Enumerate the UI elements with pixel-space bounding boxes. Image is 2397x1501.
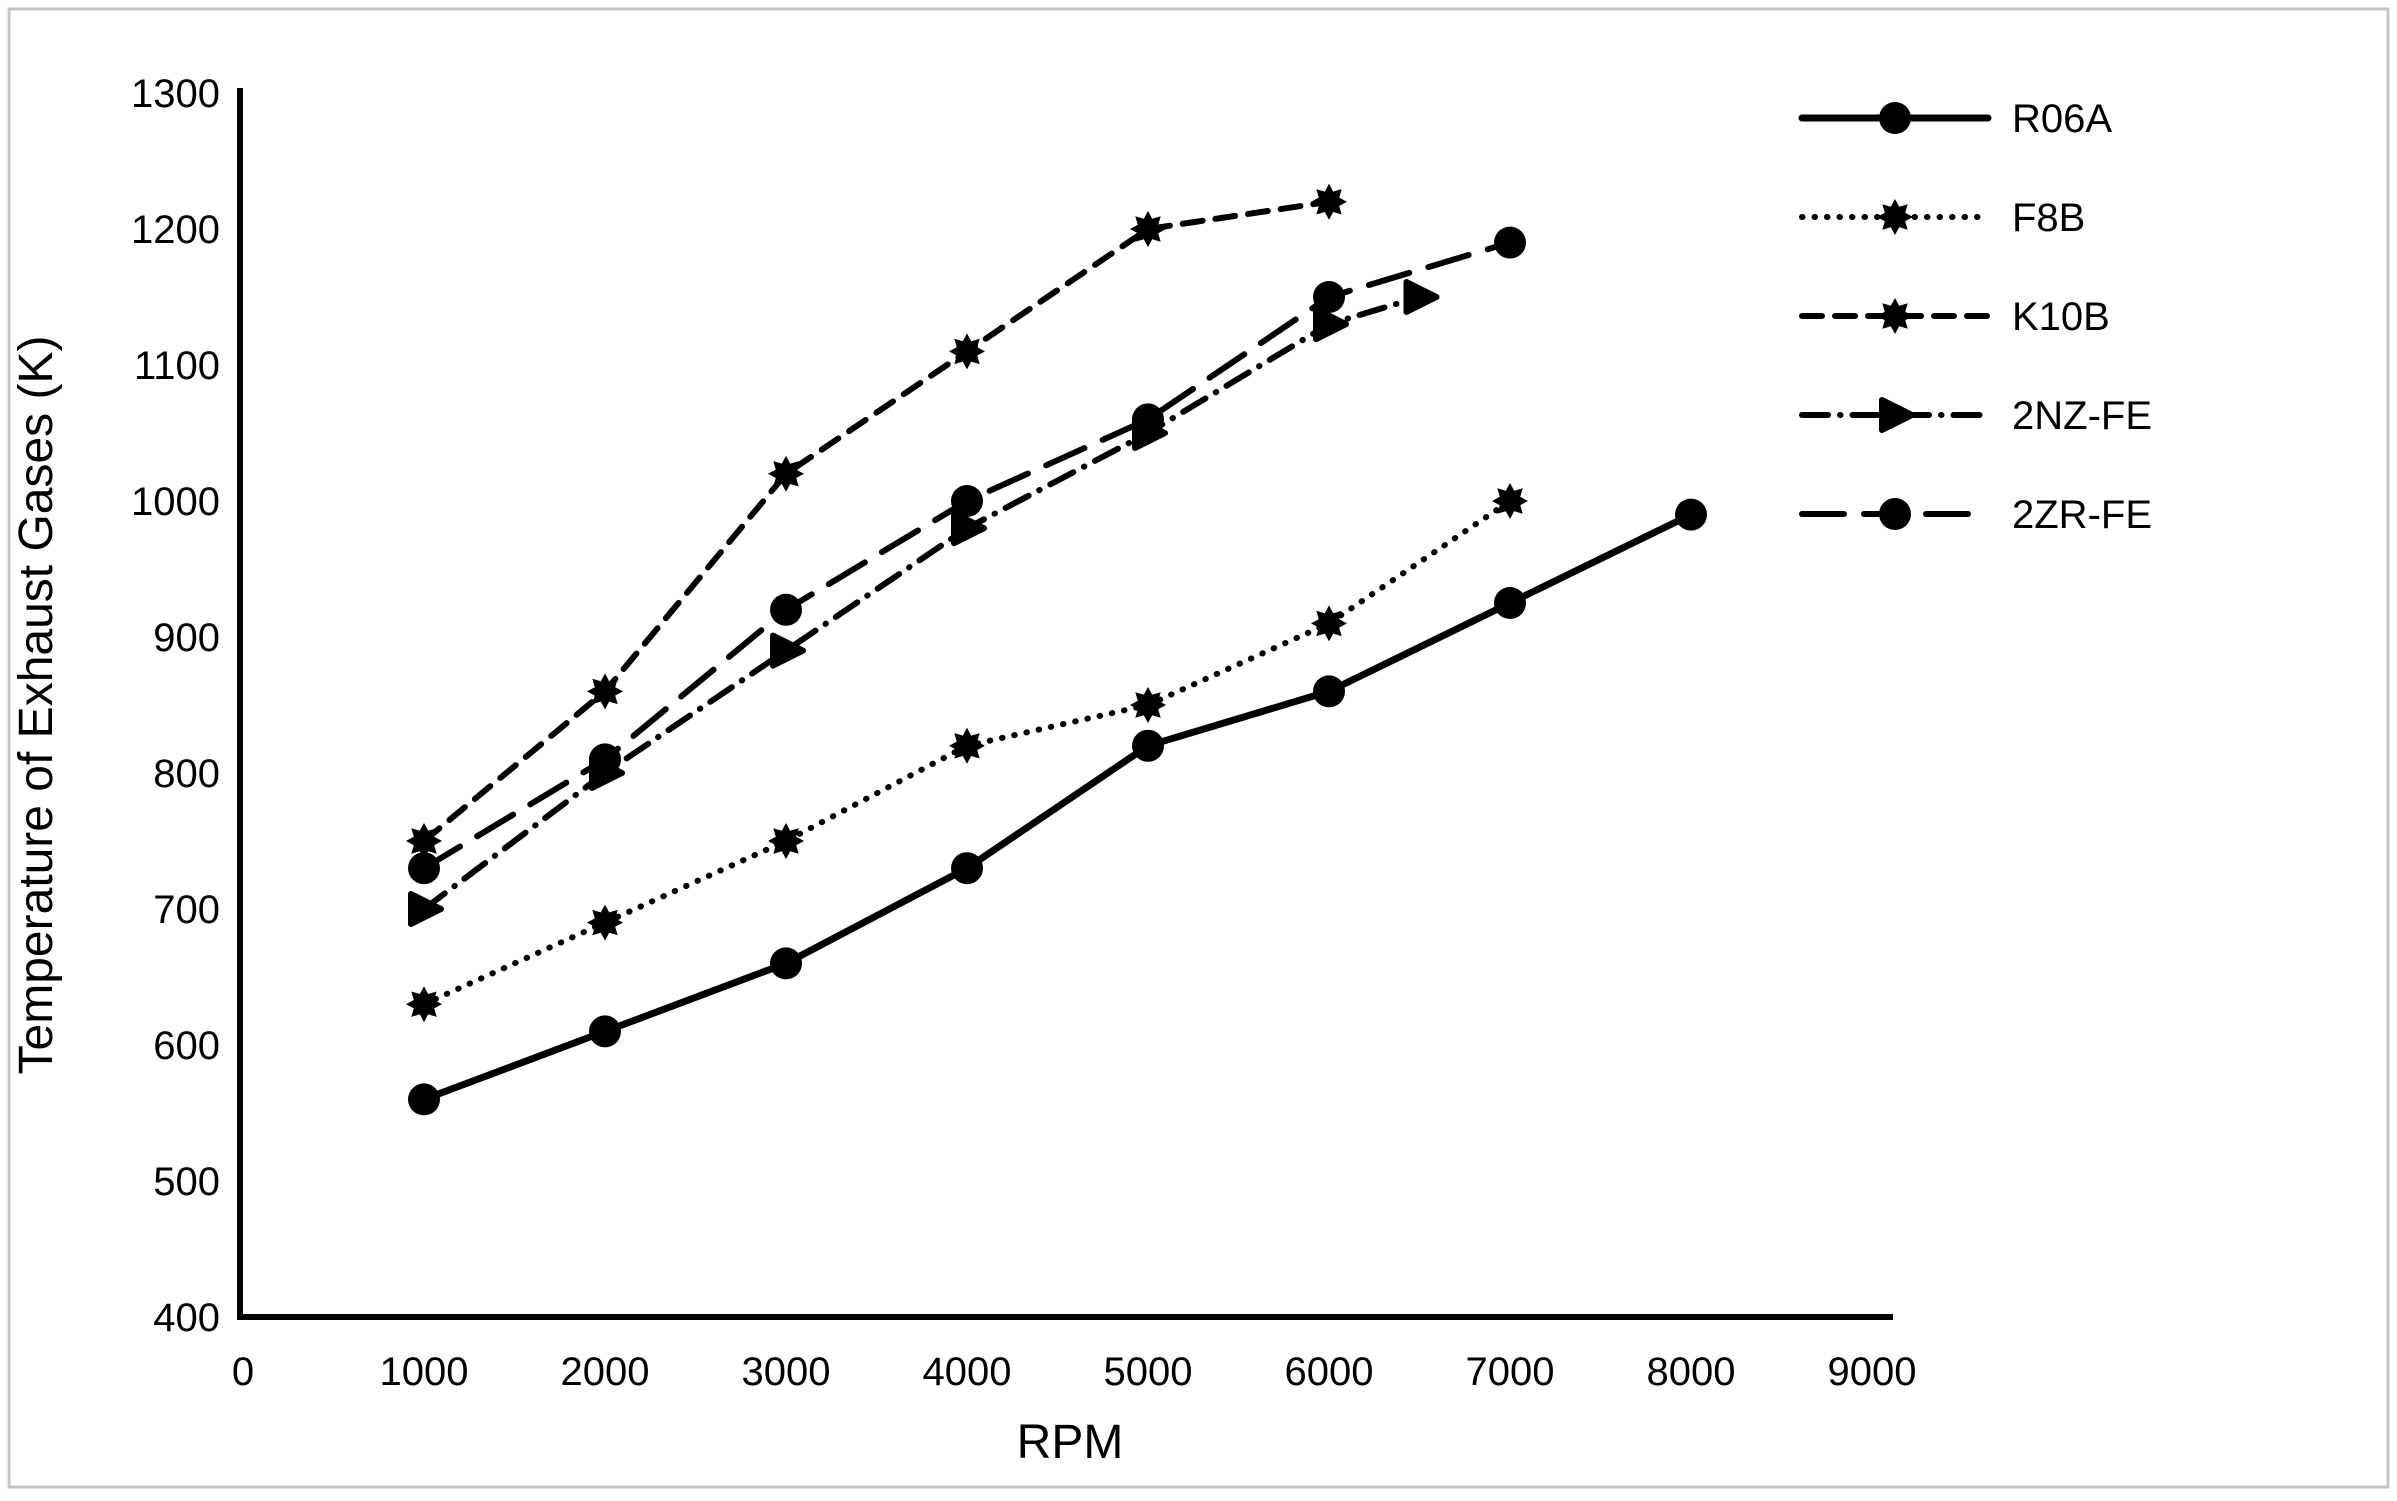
data-point-circle-marker [408,1083,440,1116]
x-tick-label: 2000 [561,1350,650,1394]
series-R06A [408,498,1707,1116]
data-point-triangle-marker [951,510,987,547]
legend-label: K10B [2012,295,2110,339]
data-point-triangle-marker [408,891,444,927]
y-tick-label: 600 [153,1024,220,1068]
data-point-star-marker [1877,298,1913,334]
x-tick-label: 9000 [1828,1350,1917,1394]
x-tick-label: 0 [232,1350,254,1394]
legend-item-R06A: R06A [1798,97,2112,141]
data-point-star-marker [1311,183,1347,220]
legend-label: R06A [2012,97,2112,141]
y-tick-label: 1200 [131,208,220,252]
data-point-circle-marker [1494,226,1526,259]
data-point-star-marker [406,823,442,859]
x-tick-label: 6000 [1285,1350,1374,1394]
data-point-triangle-marker [1313,306,1349,343]
y-tick-label: 400 [153,1296,220,1340]
series-layer [406,183,1707,1116]
x-axis-title: RPM [1017,1416,1124,1469]
x-tick-label: 7000 [1466,1350,1555,1394]
data-point-circle-marker [589,1015,621,1048]
y-tick-label: 1300 [131,72,220,116]
data-point-circle-marker [1675,498,1707,531]
series-line-R06A [420,511,1695,1103]
data-point-triangle-marker [1879,397,1915,433]
x-tick-label: 1000 [380,1350,469,1394]
data-point-circle-marker [770,593,802,626]
figure-border [7,7,2390,1489]
data-point-circle-marker [1132,403,1164,436]
y-tick-label: 900 [153,616,220,660]
series-line-2NZ-FE [421,294,1423,912]
y-tick-label: 700 [153,888,220,932]
series-2NZ-FE [408,279,1440,927]
data-point-circle-marker [1313,281,1345,313]
data-point-star-marker [406,986,442,1023]
x-tick-label: 4000 [923,1350,1012,1394]
series-F8B [406,483,1528,1023]
legend-item-2NZ-FE: 2NZ-FE [1799,394,2152,438]
legend-item-F8B: F8B [1799,196,2085,240]
data-point-star-marker [1492,483,1528,519]
data-point-triangle-marker [1403,279,1440,315]
data-point-star-marker [768,455,804,492]
series-K10B [406,183,1347,859]
data-point-star-marker [587,673,623,710]
data-point-star-marker [587,904,623,941]
x-tick-label: 8000 [1647,1350,1736,1394]
data-point-circle-marker [1494,587,1526,619]
legend: R06A F8B K10B 2NZ-FE 2ZR-FE [1798,97,2152,537]
legend-label: 2ZR-FE [2012,493,2152,537]
x-tick-label: 3000 [742,1350,831,1394]
data-point-circle-marker [951,485,983,517]
tick-layer: 0 1000 2000 3000 4000 5000 6000 7000 8000 9000 400… [131,72,1916,1394]
data-point-circle-marker [408,852,440,885]
y-tick-label: 1000 [131,480,220,524]
legend-item-K10B: K10B [1799,295,2110,339]
data-point-star-marker [1311,605,1347,642]
data-point-star-marker [1130,211,1166,247]
y-tick-label: 1100 [134,344,220,388]
axes [237,88,1893,1320]
legend-label: 2NZ-FE [2012,394,2152,438]
series-2ZR-FE [408,226,1526,885]
y-tick-label: 800 [153,752,220,796]
data-point-circle-marker [1879,102,1911,134]
data-point-circle-marker [1313,675,1345,708]
y-tick-label: 500 [153,1160,220,1204]
legend-item-2ZR-FE: 2ZR-FE [1799,493,2152,537]
x-tick-label: 5000 [1104,1350,1193,1394]
data-point-circle-marker [1879,498,1911,530]
data-point-star-marker [768,823,804,859]
data-point-circle-marker [589,743,621,776]
legend-label: F8B [2012,196,2085,240]
data-point-circle-marker [770,947,802,980]
data-point-triangle-marker [770,632,806,669]
y-axis-title: Temperature of Exhaust Gases (K) [10,336,63,1075]
data-point-star-marker [1130,687,1166,723]
data-point-star-marker [949,727,985,764]
data-point-star-marker [1877,199,1913,235]
data-point-circle-marker [1132,729,1164,762]
data-point-star-marker [949,333,985,370]
series-line-K10B [421,198,1332,844]
data-point-circle-marker [951,852,983,885]
